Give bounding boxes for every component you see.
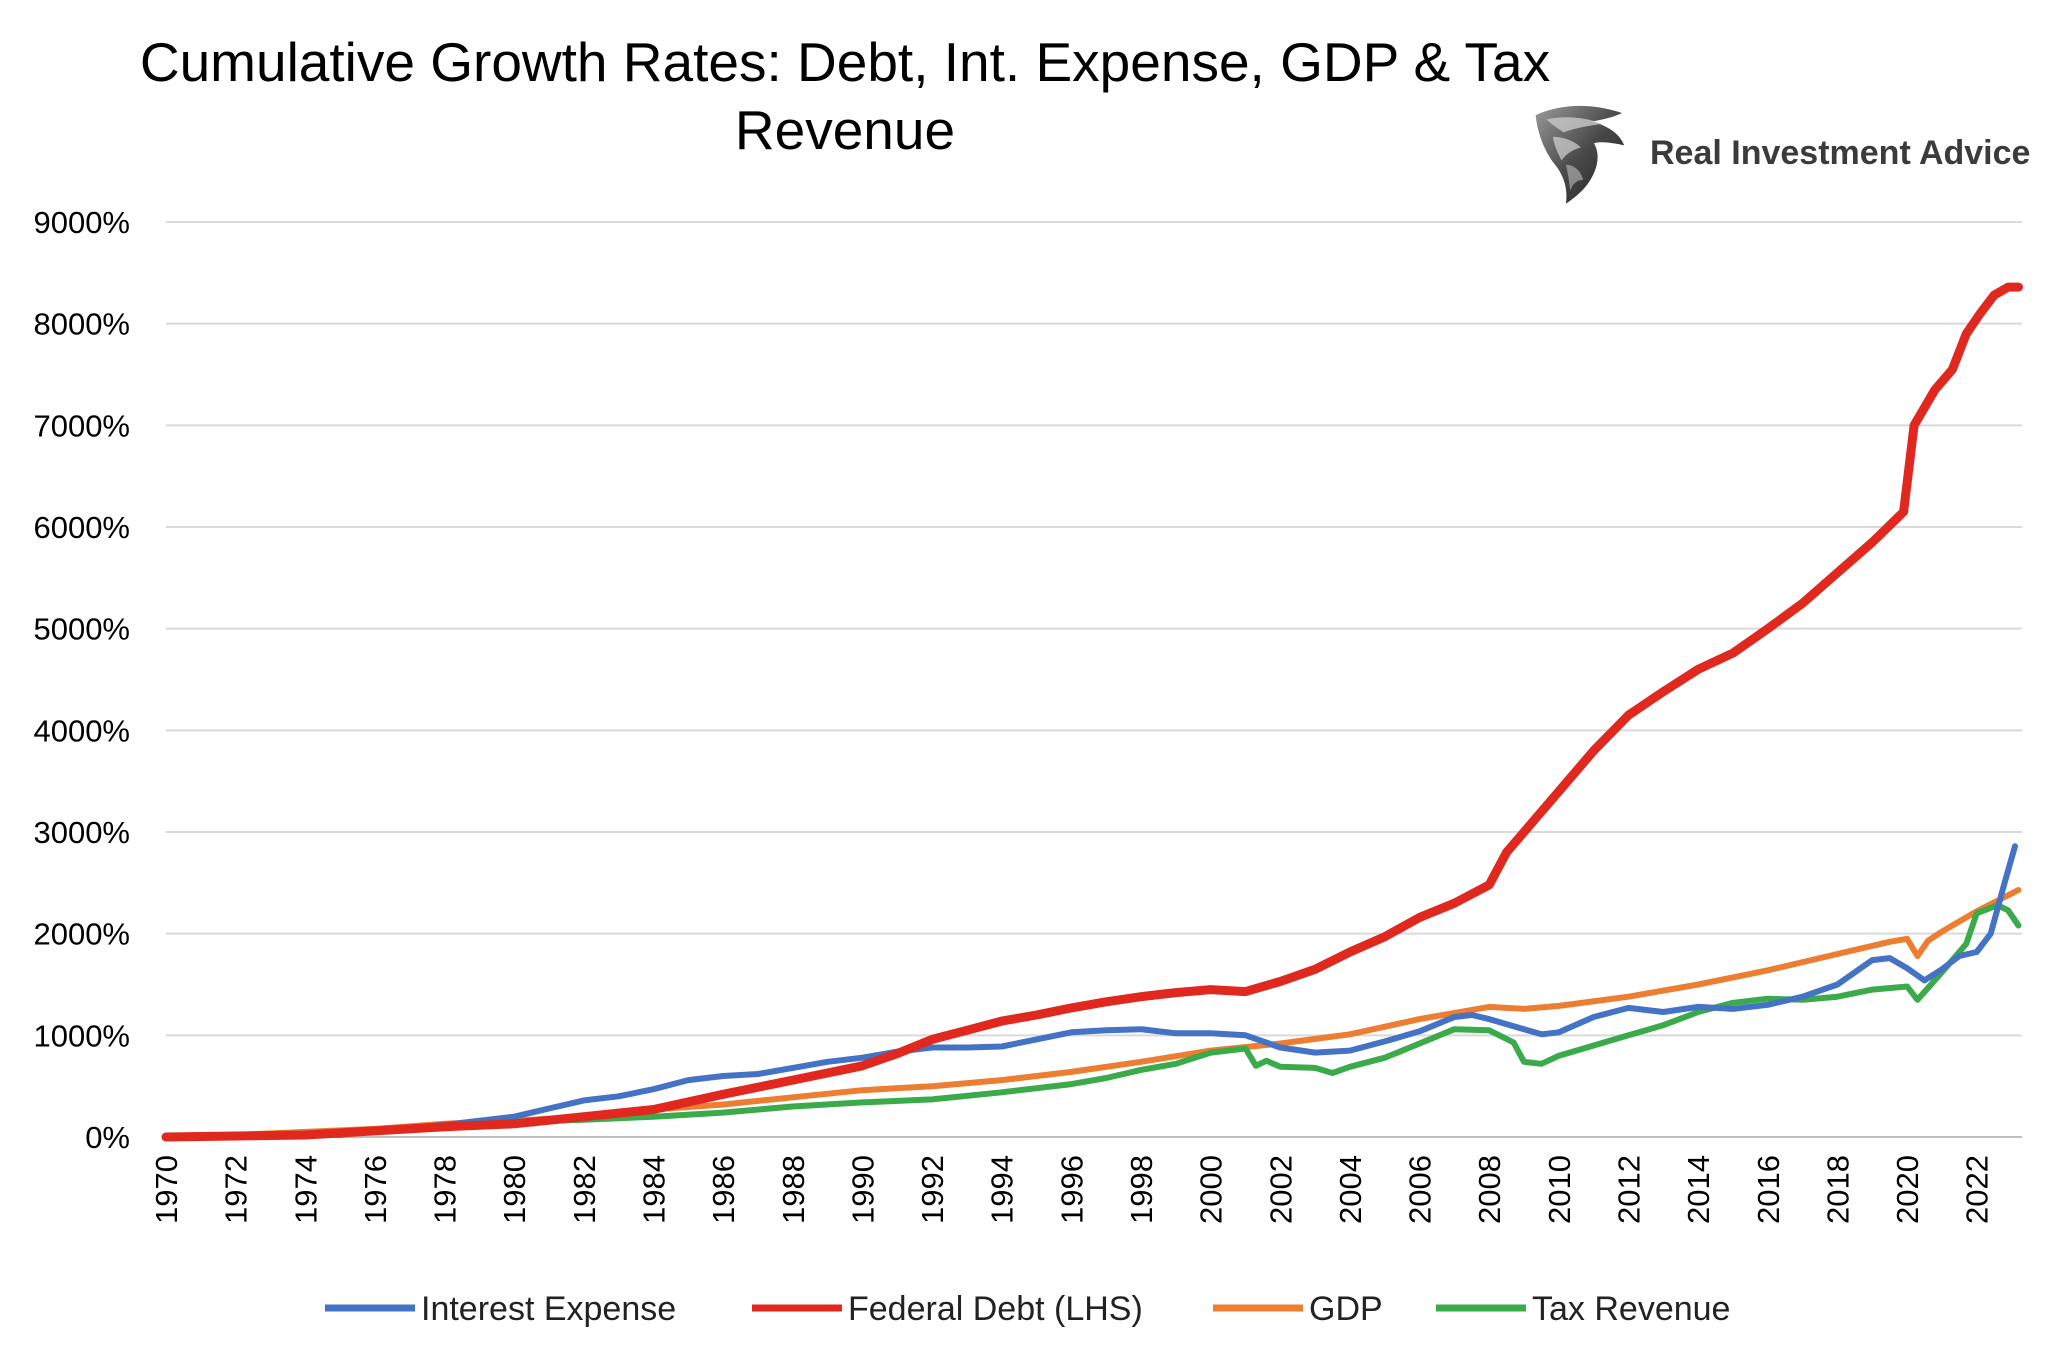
x-tick-label: 2020 xyxy=(1890,1155,1925,1224)
x-tick-label: 1988 xyxy=(776,1155,811,1224)
x-tick-label: 1990 xyxy=(845,1155,880,1224)
legend-label: Tax Revenue xyxy=(1532,1290,1730,1328)
x-tick-label: 2002 xyxy=(1263,1155,1298,1224)
series-line-interest-expense xyxy=(163,843,2018,1140)
x-tick-label: 1970 xyxy=(149,1155,184,1224)
grid-lines xyxy=(166,221,2022,1138)
x-tick-label: 1978 xyxy=(428,1155,463,1224)
y-tick-label: 1000% xyxy=(33,1018,130,1053)
x-tick-label: 1976 xyxy=(358,1155,393,1224)
x-tick-label: 2008 xyxy=(1472,1155,1507,1224)
x-tick-label: 2000 xyxy=(1194,1155,1229,1224)
x-tick-label: 1984 xyxy=(637,1155,672,1224)
x-tick-label: 2010 xyxy=(1542,1155,1577,1224)
brand-name: Real Investment Advice xyxy=(1650,134,2031,172)
eagle-head-icon xyxy=(1535,105,1625,204)
x-tick-label: 2018 xyxy=(1820,1155,1855,1224)
y-tick-label: 8000% xyxy=(33,307,130,342)
y-tick-label: 9000% xyxy=(33,205,130,240)
y-tick-label: 6000% xyxy=(33,510,130,545)
series-line-federal-debt-lhs xyxy=(161,282,2023,1142)
chart-title-line-1: Cumulative Growth Rates: Debt, Int. Expe… xyxy=(139,31,1551,93)
brand-logo-block: Real Investment Advice xyxy=(1515,100,2040,210)
x-tick-label: 2012 xyxy=(1612,1155,1647,1224)
x-tick-label: 2014 xyxy=(1681,1155,1716,1224)
y-tick-label: 0% xyxy=(85,1120,130,1155)
legend: Interest Expense Federal Debt (LHS) GDP Tax… xyxy=(325,1290,1730,1328)
legend-label: GDP xyxy=(1309,1290,1383,1328)
x-tick-label: 2006 xyxy=(1403,1155,1438,1224)
series-line-tax-revenue xyxy=(163,902,2022,1140)
x-tick-label: 1986 xyxy=(706,1155,741,1224)
y-tick-label: 4000% xyxy=(33,713,130,748)
x-axis-ticks: 1970 1972 1974 1976 1978 1980 1982 1984 1986 1988… xyxy=(149,1155,1995,1224)
x-tick-label: 1982 xyxy=(567,1155,602,1224)
chart-title-line-2: Revenue xyxy=(734,99,956,161)
x-tick-label: 1998 xyxy=(1124,1155,1159,1224)
x-tick-label: 2022 xyxy=(1960,1155,1995,1224)
x-tick-label: 1994 xyxy=(985,1155,1020,1224)
chart-title: Cumulative Growth Rates: Debt, Int. Expe… xyxy=(0,28,1690,164)
y-tick-label: 2000% xyxy=(33,917,130,952)
x-tick-label: 1980 xyxy=(497,1155,532,1224)
legend-label: Interest Expense xyxy=(421,1290,676,1328)
x-tick-label: 2004 xyxy=(1333,1155,1368,1224)
legend-label: Federal Debt (LHS) xyxy=(848,1290,1143,1328)
series-lines xyxy=(161,282,2023,1142)
x-tick-label: 2016 xyxy=(1751,1155,1786,1224)
x-tick-label: 1992 xyxy=(915,1155,950,1224)
x-tick-label: 1972 xyxy=(219,1155,254,1224)
y-tick-label: 3000% xyxy=(33,815,130,850)
y-tick-label: 7000% xyxy=(33,408,130,443)
series-line-gdp xyxy=(163,887,2022,1140)
y-tick-label: 5000% xyxy=(33,612,130,647)
y-axis-ticks: 0% 1000% 2000% 3000% 4000% 5000% 6000% 7000% 800… xyxy=(33,205,130,1155)
x-tick-label: 1996 xyxy=(1054,1155,1089,1224)
x-tick-label: 1974 xyxy=(288,1155,323,1224)
